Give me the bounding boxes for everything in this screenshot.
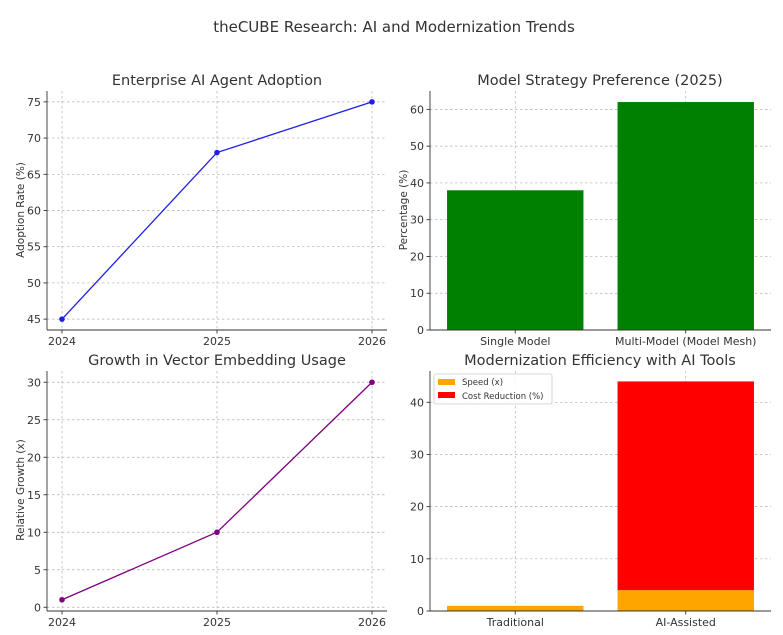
panel-title: Model Strategy Preference (2025) xyxy=(477,73,722,89)
x-tick-label: Multi-Model (Model Mesh) xyxy=(615,335,756,348)
y-tick-label: 20 xyxy=(410,250,424,263)
y-tick-label: 30 xyxy=(410,214,424,227)
bar-ai-assisted-speed-x xyxy=(617,590,754,611)
panel-title: Growth in Vector Embedding Usage xyxy=(88,353,346,369)
x-tick-label: 2024 xyxy=(48,335,76,348)
y-tick-label: 5 xyxy=(34,564,41,577)
panel-agent-adoption: 45 50 55 60 65 70 75 2024 2025 2026 Enterprise AI… xyxy=(15,73,387,348)
panel-modernization-efficiency: 0 10 20 30 40 Traditional AI-Assisted Moderniz… xyxy=(410,353,771,629)
y-tick-label: 60 xyxy=(27,205,41,218)
y-tick-label: 10 xyxy=(410,553,424,566)
x-tick-label: 2024 xyxy=(48,616,76,629)
y-tick-label: 0 xyxy=(417,605,424,618)
panel-title: Modernization Efficiency with AI Tools xyxy=(464,353,736,369)
bar-traditional-speed-x xyxy=(447,605,584,611)
y-tick-label: 40 xyxy=(410,396,424,409)
y-tick-label: 70 xyxy=(27,132,41,145)
legend-swatch-cost-reduction xyxy=(438,392,455,398)
data-point-2025 xyxy=(214,529,220,536)
y-tick-label: 20 xyxy=(27,451,41,464)
data-point-2026 xyxy=(369,99,375,105)
y-tick-label: 0 xyxy=(417,324,424,337)
data-point-2024 xyxy=(59,316,65,322)
bar-ai-assisted-cost-reduction xyxy=(617,381,754,591)
x-tick-label: 2026 xyxy=(358,335,386,348)
y-tick-label: 30 xyxy=(27,376,41,389)
y-tick-label: 75 xyxy=(27,96,41,109)
y-tick-label: 45 xyxy=(27,313,41,326)
data-point-2026 xyxy=(369,379,375,386)
y-tick-label: 50 xyxy=(27,277,41,290)
y-axis-label: Percentage (%) xyxy=(398,170,410,251)
x-tick-label: Traditional xyxy=(486,616,544,629)
data-point-2025 xyxy=(214,149,220,156)
plot-area: 0 10 20 30 40 50 60 Single Model Multi-Model (Mo… xyxy=(410,91,771,348)
x-tick-label: 2025 xyxy=(203,616,231,629)
plot-area: 45 50 55 60 65 70 75 2024 2025 2026 xyxy=(27,91,387,348)
legend-label-speed: Speed (x) xyxy=(462,378,503,388)
figure-suptitle: theCUBE Research: AI and Modernization T… xyxy=(213,18,575,36)
y-tick-label: 60 xyxy=(410,103,424,116)
y-tick-label: 20 xyxy=(410,501,424,514)
y-tick-label: 55 xyxy=(27,241,41,254)
x-tick-label: AI-Assisted xyxy=(656,616,716,629)
y-tick-label: 40 xyxy=(410,177,424,190)
legend: Speed (x) Cost Reduction (%) xyxy=(433,373,553,405)
x-tick-label: Single Model xyxy=(480,335,550,348)
data-point-2024 xyxy=(59,596,65,603)
legend-frame xyxy=(433,373,553,405)
y-tick-label: 15 xyxy=(27,489,41,502)
y-axis-label: Relative Growth (x) xyxy=(15,439,27,540)
y-tick-label: 10 xyxy=(410,287,424,300)
panel-title: Enterprise AI Agent Adoption xyxy=(112,73,322,89)
x-tick-label: 2026 xyxy=(358,616,386,629)
x-tick-label: 2025 xyxy=(203,335,231,348)
y-tick-label: 0 xyxy=(34,601,41,614)
bar-multi-model-model-mesh xyxy=(617,102,754,331)
bar-single-model xyxy=(447,190,584,330)
y-axis-label: Adoption Rate (%) xyxy=(15,162,27,258)
y-tick-label: 50 xyxy=(410,140,424,153)
legend-label-cost-reduction: Cost Reduction (%) xyxy=(462,392,544,402)
legend-swatch-speed xyxy=(438,379,455,385)
plot-area: 0 10 20 30 40 Traditional AI-Assisted xyxy=(410,371,771,629)
y-tick-label: 10 xyxy=(27,526,41,539)
y-tick-label: 25 xyxy=(27,414,41,427)
y-tick-label: 30 xyxy=(410,448,424,461)
panel-model-strategy: 0 10 20 30 40 50 60 Single Model Multi-Model (Mo… xyxy=(398,73,771,348)
y-tick-label: 65 xyxy=(27,168,41,181)
